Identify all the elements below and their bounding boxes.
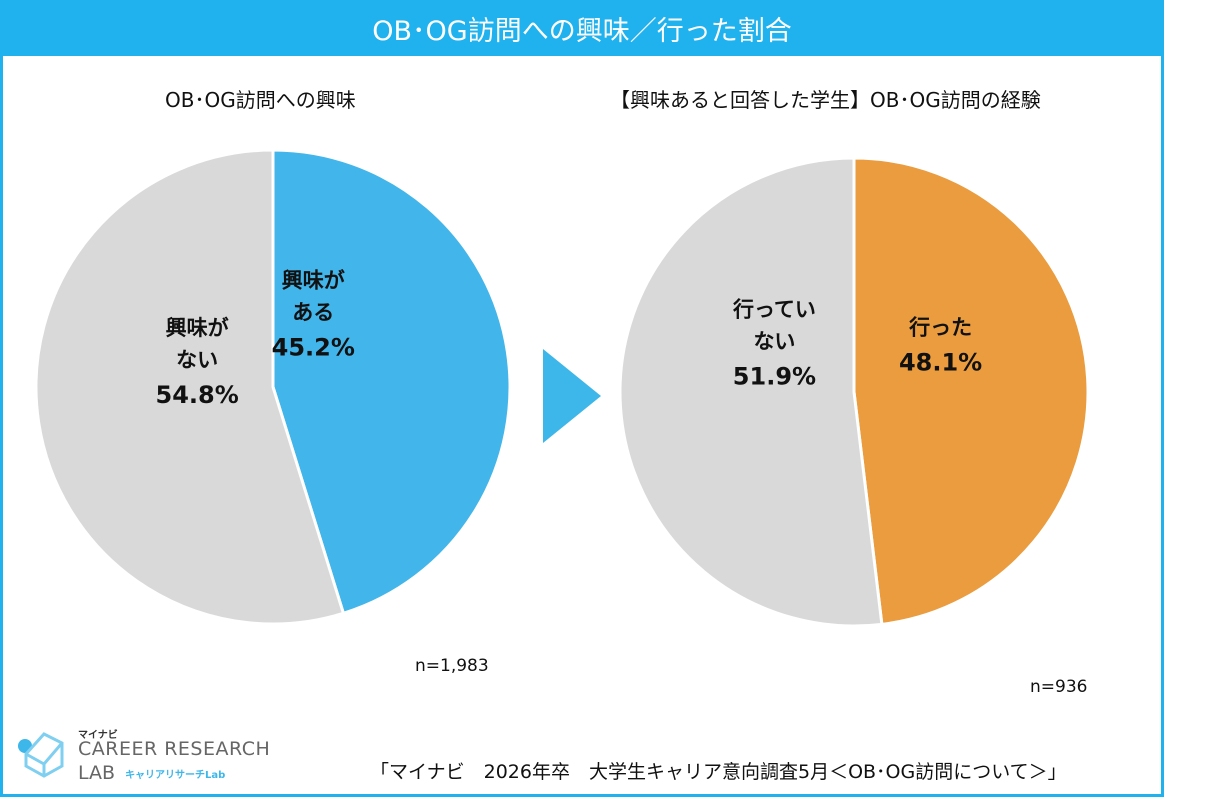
pie-title-left: OB･OG訪問への興味 xyxy=(165,88,356,112)
pie-slice xyxy=(852,156,1090,627)
logo-title: CAREER RESEARCH xyxy=(78,738,271,760)
logo: マイナビ CAREER RESEARCH LAB キャリアリサーチLab xyxy=(16,722,276,786)
arrow-right-icon xyxy=(543,349,601,443)
pie-title-right: 【興味あると回答した学生】OB･OG訪問の経験 xyxy=(610,88,1041,112)
slice-label: 行った xyxy=(908,316,972,340)
pie-slice xyxy=(34,148,346,626)
sample-size-left: n=1,983 xyxy=(415,656,489,676)
slice-label: ある xyxy=(292,301,334,325)
chart-frame xyxy=(0,0,1164,797)
slice-label: 興味が xyxy=(282,269,345,293)
slice-label: ない xyxy=(176,348,218,372)
logo-brand: マイナビ xyxy=(78,730,118,741)
slice-value-label: 54.8% xyxy=(156,381,239,409)
slice-label: 興味が xyxy=(166,316,229,340)
source-note: 「マイナビ 2026年卒 大学生キャリア意向調査5月＜OB･OG訪問について＞」 xyxy=(370,761,1067,783)
slice-value-label: 45.2% xyxy=(272,334,355,362)
pie-slice xyxy=(618,156,884,628)
page-title: OB･OG訪問への興味／行った割合 xyxy=(0,0,1164,56)
slice-label: ない xyxy=(753,330,795,354)
pie-slice xyxy=(271,148,512,616)
slice-value-label: 51.9% xyxy=(733,363,816,391)
logo-jp: キャリアリサーチLab xyxy=(125,770,226,781)
slice-label: 行ってい xyxy=(732,298,816,322)
cube-logo-icon xyxy=(18,732,64,778)
slice-value-label: 48.1% xyxy=(899,349,982,377)
logo-subtitle: LAB キャリアリサーチLab xyxy=(78,762,225,784)
sample-size-right: n=936 xyxy=(1030,677,1088,697)
logo-lab: LAB xyxy=(78,762,116,784)
